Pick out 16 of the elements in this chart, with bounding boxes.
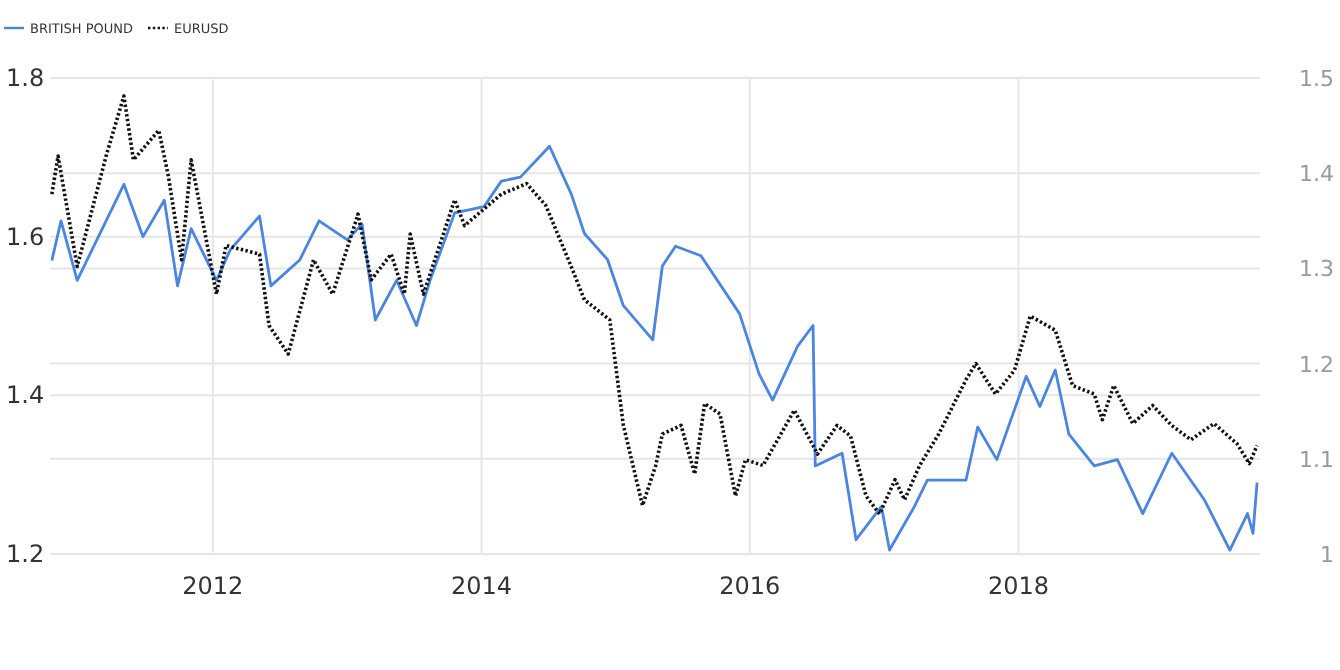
y-tick-label: 1.6 [6,222,45,251]
line-series [50,144,1259,552]
x-tick-label: 2014 [450,572,513,600]
x-tick-label: 2016 [719,572,781,600]
x-tick-label: 2018 [987,572,1050,600]
y2-tick-label: 1.4 [1299,161,1334,188]
y-tick-label: 1.2 [6,540,45,568]
x-tick-label: 2012 [182,572,244,600]
y-tick-label: 1.8 [6,64,45,92]
y-tick-label: 1.4 [6,381,45,410]
y2-tick-label: 1 [1320,542,1334,568]
y2-tick-label: 1.5 [1299,66,1334,92]
line-series [50,94,1259,516]
y2-tick-label: 1.1 [1299,446,1334,473]
y2-tick-label: 1.2 [1299,351,1334,378]
y2-tick-label: 1.3 [1299,256,1334,283]
